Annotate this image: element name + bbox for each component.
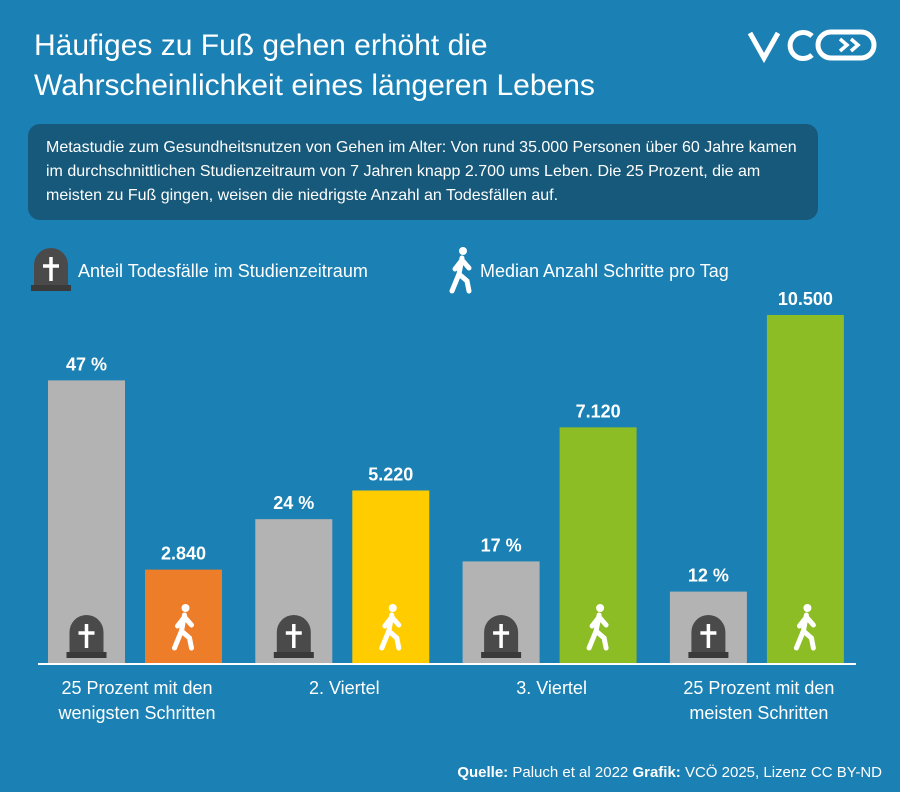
description: Metastudie zum Gesundheitsnutzen von Geh…	[28, 124, 818, 220]
tombstone-base	[481, 652, 522, 658]
body	[586, 612, 609, 651]
source-label: Quelle:	[457, 764, 509, 781]
head	[596, 604, 605, 612]
value-label: 10.500	[778, 289, 833, 309]
tombstone-icon	[481, 615, 522, 658]
tombstone-base	[66, 652, 107, 658]
value-label: 5.220	[368, 464, 413, 484]
cross	[493, 624, 510, 648]
category-label: 25 Prozent mit den meisten Schritten	[683, 678, 835, 723]
credit-label: Grafik:	[632, 764, 681, 781]
cross	[700, 624, 717, 648]
body	[172, 612, 194, 651]
value-label: 24 %	[273, 493, 314, 513]
legend-label: Median Anzahl Schritte pro Tag	[480, 261, 729, 281]
head	[388, 604, 397, 612]
category-label: 3. Viertel	[516, 678, 587, 698]
title: Häufiges zu Fuß gehen erhöht die Wahrsch…	[34, 29, 595, 102]
tombstone-base	[31, 285, 71, 291]
legend: Anteil Todesfälle im Studienzeitraum Med…	[78, 261, 729, 281]
bar	[352, 490, 430, 664]
head	[803, 604, 812, 612]
head	[459, 247, 467, 255]
cross	[285, 624, 302, 648]
body	[379, 612, 402, 651]
tombstone-base	[273, 652, 314, 658]
value-label: 17 %	[481, 535, 522, 555]
bar	[766, 314, 844, 664]
source: Quelle: Paluch et al 2022 Grafik: VCÖ 20…	[457, 764, 882, 781]
value-label: 7.120	[576, 401, 621, 421]
cross	[78, 624, 95, 648]
walker-icon	[586, 604, 609, 651]
tombstone-icon	[31, 248, 71, 291]
walker-icon	[172, 604, 194, 651]
category-label: 25 Prozent mit den wenigsten Schritten	[58, 678, 216, 723]
category-label: 2. Viertel	[308, 678, 380, 698]
walker-icon	[449, 247, 472, 294]
value-label: 12 %	[688, 566, 729, 586]
cross	[43, 257, 59, 281]
walker-icon	[793, 604, 816, 651]
body	[793, 612, 816, 651]
tombstone-icon	[66, 615, 107, 658]
tombstone-icon	[688, 615, 729, 658]
value-label: 2.840	[161, 544, 206, 564]
body	[449, 255, 472, 294]
source-text: Paluch et al 2022	[512, 764, 629, 781]
logo	[747, 29, 877, 64]
walker-icon	[379, 604, 402, 651]
credit-text: VCÖ 2025, Lizenz CC BY-ND	[684, 764, 882, 781]
head	[181, 604, 190, 612]
tombstone-icon	[273, 615, 314, 658]
value-label: 47 %	[66, 354, 107, 374]
legend-label: Anteil Todesfälle im Studienzeitraum	[78, 261, 368, 281]
tombstone-base	[688, 652, 729, 658]
